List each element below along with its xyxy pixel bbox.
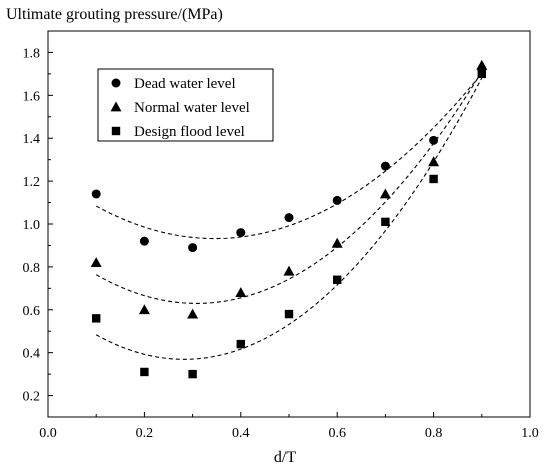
x-tick-label: 0.0: [39, 426, 57, 441]
data-point-triangle: [428, 156, 440, 167]
data-point-triangle: [138, 304, 150, 315]
trendline-layer: [95, 71, 483, 360]
y-tick-label: 0.4: [23, 347, 41, 362]
data-point-triangle: [476, 59, 488, 70]
data-point-square: [92, 314, 101, 323]
y-tick-label: 0.6: [23, 304, 41, 319]
data-point-square: [477, 69, 486, 79]
data-point-circle: [332, 195, 342, 205]
trendline: [95, 73, 483, 240]
data-point-circle: [139, 236, 149, 246]
legend: Dead water level Normal water level Design…: [97, 68, 274, 142]
x-tick-label: 0.4: [232, 426, 250, 441]
legend-marker-triangle: [110, 101, 122, 112]
data-point-triangle: [331, 237, 343, 248]
y-tick-label: 0.8: [23, 261, 41, 276]
x-axis-label: d/T: [274, 449, 296, 466]
data-point-circle: [91, 189, 101, 199]
data-point-triangle: [187, 308, 199, 319]
data-point-triangle: [379, 188, 391, 199]
trendline: [95, 77, 483, 360]
y-tick-label: 1.2: [23, 175, 41, 190]
y-tick-label: 1.0: [23, 218, 41, 233]
x-tick-label: 0.2: [136, 426, 154, 441]
data-point-square: [429, 174, 438, 184]
data-point-square: [381, 217, 390, 227]
legend-marker-square: [111, 126, 121, 136]
x-tick-label: 1.0: [521, 426, 539, 441]
y-tick-label: 0.2: [23, 390, 41, 405]
y-tick-label: 1.8: [23, 46, 41, 61]
data-point-square: [284, 309, 294, 319]
data-point-square: [333, 275, 342, 284]
data-point-circle: [188, 243, 198, 253]
data-point-circle: [429, 135, 439, 145]
y-tick-label: 1.4: [23, 132, 41, 147]
data-point-triangle: [235, 287, 247, 298]
legend-marker-circle: [111, 78, 121, 88]
data-point-circle: [380, 161, 390, 171]
data-point-square: [188, 369, 197, 379]
data-point-square: [236, 339, 245, 349]
data-point-circle: [284, 213, 294, 223]
data-point-square: [140, 367, 149, 377]
x-tick-label: 0.6: [328, 426, 346, 441]
data-point-circle: [236, 228, 246, 238]
y-tick-label: 1.6: [23, 89, 41, 104]
data-point-triangle: [90, 257, 102, 267]
data-points-layer: [90, 59, 488, 379]
data-point-triangle: [283, 265, 295, 276]
legend-label: Dead water level: [134, 76, 236, 92]
x-tick-label: 0.8: [425, 426, 443, 441]
tick-layer: 0.0 0.2 0.4 0.6 0.8 1.0 0.2 0.4 0.6 0.8 1.0 1.2 1.4 1…: [23, 46, 539, 441]
legend-label: Normal water level: [134, 100, 250, 116]
legend-label: Design flood level: [134, 124, 245, 140]
legend-box: [97, 68, 274, 142]
chart-title: Ultimate grouting pressure/(MPa): [6, 6, 223, 23]
